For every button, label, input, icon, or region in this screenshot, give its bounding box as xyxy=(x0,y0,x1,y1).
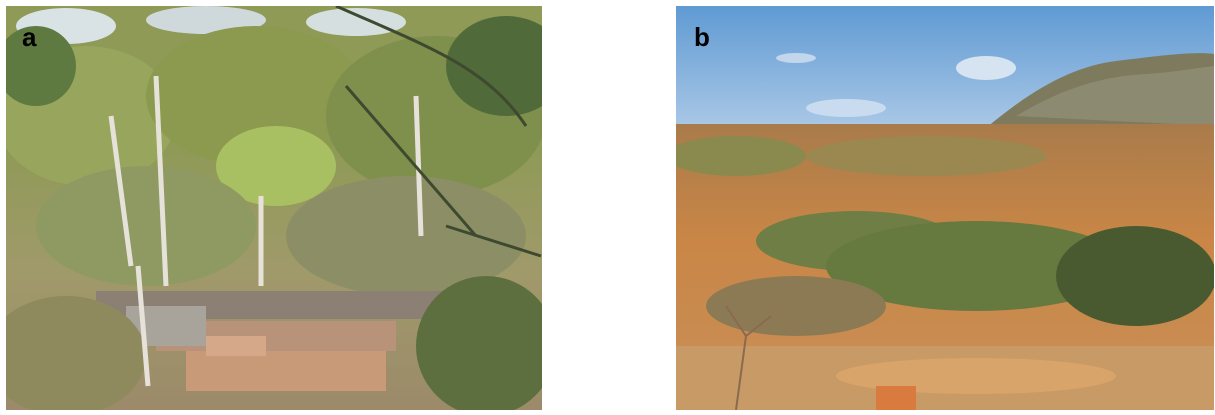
dry-forest-photo xyxy=(6,6,542,410)
dry-scrubland-photo xyxy=(676,6,1214,410)
photo-panel-a: a xyxy=(6,6,542,410)
photo-panel-b: b xyxy=(676,6,1214,410)
panel-label-a: a xyxy=(22,22,37,52)
panel-label-b: b xyxy=(694,22,710,52)
